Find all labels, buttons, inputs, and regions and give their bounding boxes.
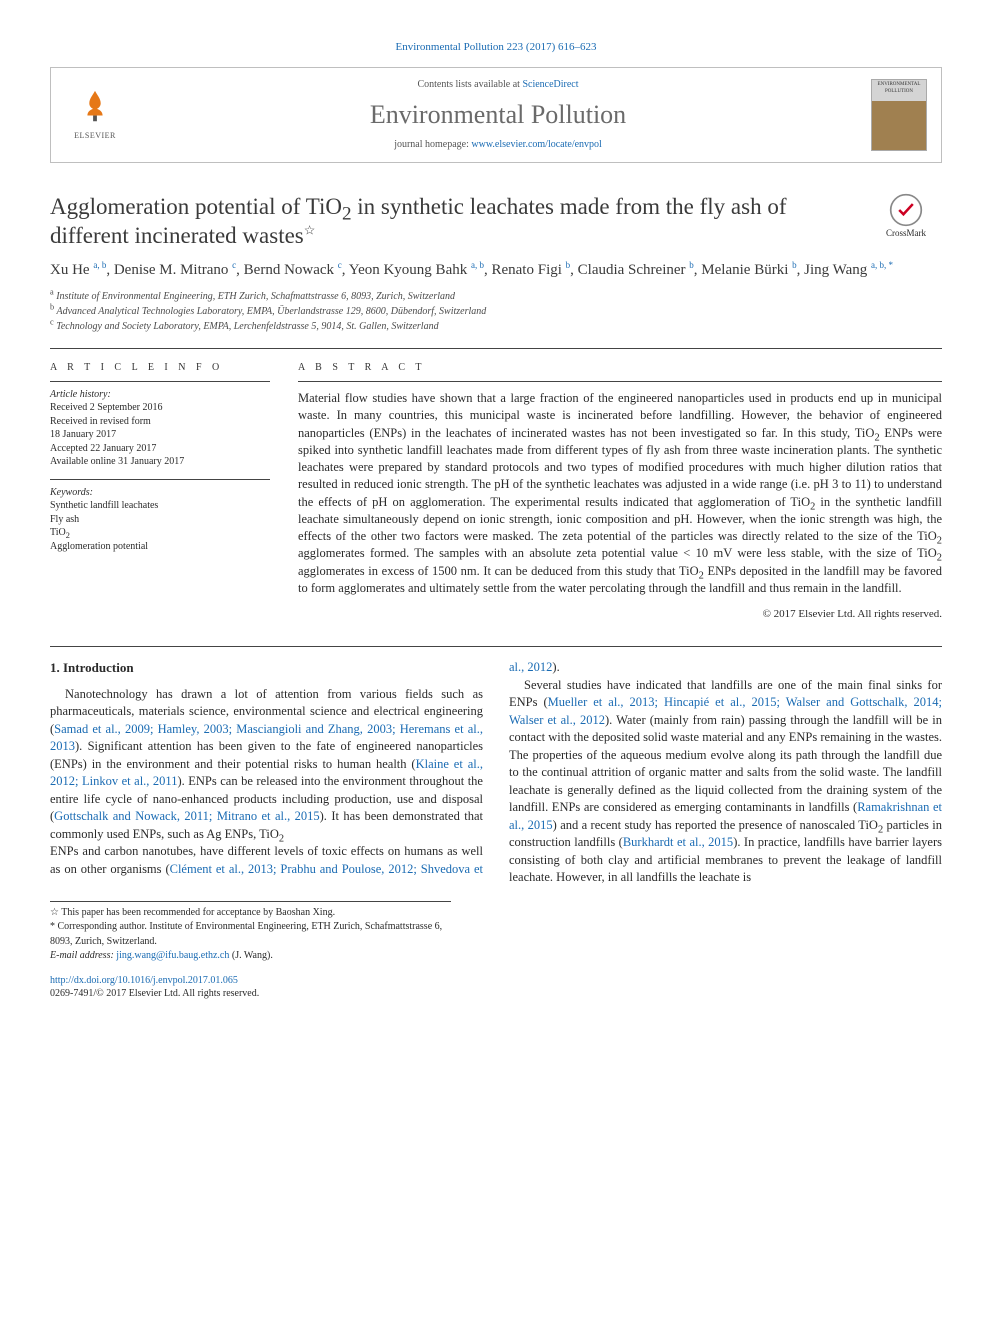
article-history: Article history: Received 2 September 20… [50, 388, 270, 469]
crossmark-badge[interactable]: CrossMark [870, 193, 942, 239]
issn-line: 0269-7491/© 2017 Elsevier Ltd. All right… [50, 988, 259, 999]
footnotes: ☆ This paper has been recommended for ac… [50, 901, 451, 964]
affiliations: a Institute of Environmental Engineering… [50, 289, 942, 334]
publisher-name: ELSEVIER [65, 131, 125, 142]
footnote-star: ☆ This paper has been recommended for ac… [50, 906, 451, 921]
contents-available: Contents lists available at ScienceDirec… [125, 78, 871, 92]
publisher-logo: ELSEVIER [65, 88, 125, 142]
body-text: 1. Introduction Nanotechnology has drawn… [50, 659, 942, 887]
journal-homepage: journal homepage: www.elsevier.com/locat… [125, 138, 871, 152]
abstract-column: A B S T R A C T Material flow studies ha… [298, 361, 942, 622]
journal-cover-thumb: ENVIRONMENTAL POLLUTION [871, 79, 927, 151]
abstract-copyright: © 2017 Elsevier Ltd. All rights reserved… [298, 607, 942, 622]
footnote-email: E-mail address: jing.wang@ifu.baug.ethz.… [50, 949, 451, 964]
journal-header: ELSEVIER Contents lists available at Sci… [50, 67, 942, 163]
page-footer: http://dx.doi.org/10.1016/j.envpol.2017.… [50, 974, 942, 1001]
history-label: Article history: [50, 389, 111, 400]
email-link[interactable]: jing.wang@ifu.baug.ethz.ch [116, 950, 229, 961]
crossmark-label: CrossMark [886, 227, 926, 239]
abstract-label: A B S T R A C T [298, 361, 942, 375]
keywords: Keywords: Synthetic landfill leachates F… [50, 486, 270, 554]
abstract-text: Material flow studies have shown that a … [298, 390, 942, 597]
crossmark-icon [889, 193, 923, 227]
affiliation: a Institute of Environmental Engineering… [50, 289, 942, 304]
article-info-label: A R T I C L E I N F O [50, 361, 270, 375]
footnote-corresponding: * Corresponding author. Institute of Env… [50, 920, 451, 949]
doi-link[interactable]: http://dx.doi.org/10.1016/j.envpol.2017.… [50, 975, 238, 986]
article-info-column: A R T I C L E I N F O Article history: R… [50, 361, 270, 622]
homepage-link[interactable]: www.elsevier.com/locate/envpol [471, 139, 601, 150]
journal-name: Environmental Pollution [125, 97, 871, 132]
authors: Xu He a, b, Denise M. Mitrano c, Bernd N… [50, 260, 942, 281]
affiliation: c Technology and Society Laboratory, EMP… [50, 319, 942, 334]
keywords-label: Keywords: [50, 487, 93, 498]
divider [50, 348, 942, 349]
article-title: Agglomeration potential of TiO2 in synth… [50, 193, 858, 251]
body-paragraph: Several studies have indicated that land… [509, 677, 942, 887]
citation-line: Environmental Pollution 223 (2017) 616–6… [50, 40, 942, 55]
sciencedirect-link[interactable]: ScienceDirect [522, 79, 578, 90]
body-paragraph: Nanotechnology has drawn a lot of attent… [50, 686, 483, 844]
affiliation: b Advanced Analytical Technologies Labor… [50, 304, 942, 319]
divider [50, 646, 942, 647]
elsevier-tree-icon [65, 88, 125, 131]
section-heading-introduction: 1. Introduction [50, 659, 483, 677]
